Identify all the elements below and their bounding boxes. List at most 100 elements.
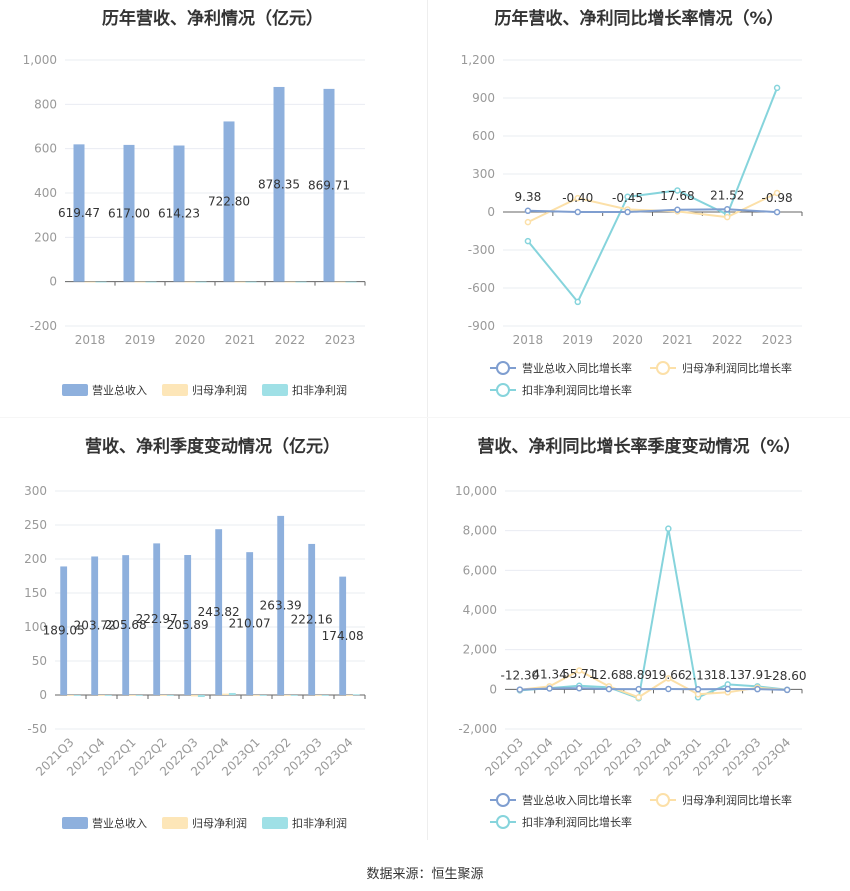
data-point bbox=[724, 213, 731, 221]
y-tick-label: 1,200 bbox=[461, 53, 495, 67]
legend-label: 营业总收入同比增长率 bbox=[522, 793, 632, 807]
bar bbox=[122, 555, 130, 695]
line-value-label: -28.60 bbox=[768, 669, 807, 683]
y-tick-label: 10,000 bbox=[455, 484, 497, 498]
bar bbox=[245, 281, 257, 283]
legend-label: 扣非净利润 bbox=[292, 383, 347, 397]
y-tick-label: 600 bbox=[472, 129, 495, 143]
bar-value-label: 878.35 bbox=[258, 177, 300, 191]
bar bbox=[184, 281, 196, 283]
y-tick-label: 1,000 bbox=[23, 53, 57, 67]
bar bbox=[166, 695, 174, 696]
chart-title: 营收、净利季度变动情况（亿元） bbox=[85, 437, 340, 457]
bar bbox=[84, 281, 96, 283]
line-value-label: 41.34 bbox=[532, 668, 566, 682]
bar-value-label: 205.68 bbox=[105, 618, 147, 632]
horizontal-divider bbox=[0, 417, 850, 418]
data-point bbox=[624, 193, 631, 201]
data-point bbox=[546, 685, 553, 692]
line-value-label: 55.71 bbox=[562, 667, 596, 681]
bar-value-label: 722.80 bbox=[208, 195, 250, 209]
x-tick-label: 2018 bbox=[513, 333, 544, 347]
bar-value-label: 189.05 bbox=[43, 624, 85, 638]
data-point bbox=[576, 684, 583, 692]
data-point bbox=[773, 208, 781, 216]
bar-value-label: 617.00 bbox=[108, 206, 150, 220]
bar bbox=[284, 695, 291, 696]
legend-marker bbox=[496, 361, 510, 375]
x-tick-label: 2020 bbox=[175, 333, 206, 347]
bar bbox=[123, 144, 135, 282]
bar bbox=[95, 281, 107, 283]
annual-amount-panel: 历年营收、净利情况（亿元） -200 0 200 400 600 800 1,000 2018… bbox=[0, 0, 425, 410]
bar bbox=[215, 529, 223, 695]
bar bbox=[222, 693, 229, 695]
annual-growth-chart: -900 -600 -300 0 300 600 900 1,200 2018 2019 2020 2… bbox=[461, 53, 803, 397]
bar bbox=[223, 121, 235, 282]
legend-label: 归母净利润同比增长率 bbox=[682, 361, 792, 375]
quarterly-amount-chart: -500501001502002503002021Q32021Q42022Q12… bbox=[24, 484, 366, 830]
bar bbox=[345, 281, 357, 283]
line-value-label: -0.45 bbox=[612, 191, 643, 205]
bar bbox=[129, 695, 136, 696]
y-tick-label: 0 bbox=[489, 682, 497, 696]
bar bbox=[315, 695, 322, 696]
line-value-label: 7.91 bbox=[744, 668, 771, 682]
x-tick-label: 2021 bbox=[662, 333, 693, 347]
bar-value-label: 243.82 bbox=[198, 605, 240, 619]
data-point bbox=[773, 189, 781, 197]
legend-marker bbox=[656, 793, 670, 807]
legend-label: 扣非净利润同比增长率 bbox=[522, 815, 632, 829]
bar-value-label: 619.47 bbox=[58, 206, 100, 220]
series-line bbox=[527, 87, 779, 304]
bar bbox=[135, 695, 143, 696]
bar bbox=[73, 695, 81, 696]
x-tick-label: 2021 bbox=[225, 333, 256, 347]
y-tick-label: 200 bbox=[34, 230, 57, 244]
y-tick-label: -200 bbox=[30, 319, 57, 333]
y-tick-label: 8,000 bbox=[463, 524, 497, 538]
data-point bbox=[576, 667, 583, 674]
line-value-label: -0.98 bbox=[762, 191, 793, 205]
data-point bbox=[605, 685, 613, 693]
legend-swatch bbox=[262, 817, 288, 829]
line-value-label: -12.30 bbox=[501, 669, 540, 683]
bar bbox=[60, 566, 68, 695]
x-tick-label: 2019 bbox=[125, 333, 156, 347]
data-point bbox=[674, 206, 681, 214]
bar bbox=[73, 144, 85, 282]
line-value-label: 18.13 bbox=[711, 668, 745, 682]
bar bbox=[98, 695, 105, 696]
legend-label: 营业总收入同比增长率 bbox=[522, 361, 632, 375]
bar bbox=[253, 695, 260, 696]
data-point bbox=[773, 84, 781, 92]
bar bbox=[173, 145, 185, 282]
bar bbox=[339, 576, 347, 695]
series-line bbox=[519, 528, 788, 700]
data-point bbox=[665, 685, 672, 693]
bar bbox=[195, 281, 207, 283]
bar bbox=[91, 556, 99, 695]
legend-label: 营业总收入 bbox=[92, 383, 147, 397]
data-point bbox=[724, 206, 731, 213]
y-tick-label: -300 bbox=[468, 243, 495, 257]
data-point bbox=[635, 685, 642, 693]
bar-value-label: 205.89 bbox=[167, 618, 209, 632]
x-tick-label: 2018 bbox=[75, 333, 106, 347]
bar bbox=[184, 554, 192, 695]
legend-swatch bbox=[262, 384, 288, 396]
data-point bbox=[516, 686, 524, 693]
data-point bbox=[724, 685, 731, 693]
quarterly-growth-chart: -2,00002,0004,0006,0008,00010,0002021Q32… bbox=[455, 484, 807, 829]
x-tick-label: 2022 bbox=[275, 333, 306, 347]
data-point bbox=[674, 187, 681, 194]
legend-marker bbox=[496, 815, 510, 829]
bar bbox=[197, 695, 205, 698]
bar bbox=[134, 281, 146, 283]
bar-value-label: 203.72 bbox=[74, 619, 116, 633]
data-point bbox=[694, 686, 702, 693]
bar bbox=[290, 695, 298, 696]
y-tick-label: 100 bbox=[24, 620, 47, 634]
legend-marker bbox=[496, 793, 510, 807]
legend-label: 归母净利润同比增长率 bbox=[682, 793, 792, 807]
